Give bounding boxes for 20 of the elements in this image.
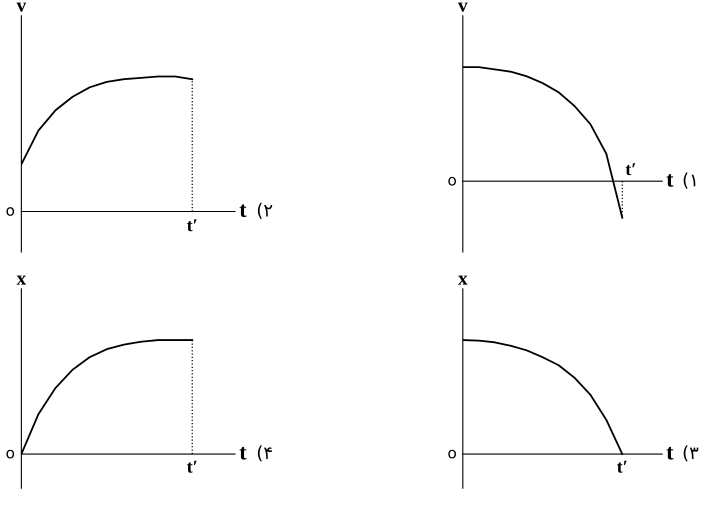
annotation: t′ xyxy=(626,163,636,176)
y-axis-title: x xyxy=(458,276,468,285)
text: (۴ xyxy=(258,445,272,462)
text: (۲ xyxy=(258,202,272,219)
text: t′ xyxy=(617,460,627,473)
annotation: o xyxy=(448,176,456,186)
text: t′ xyxy=(186,460,197,473)
text: t′ xyxy=(186,219,197,232)
x-axis-title: t xyxy=(240,204,247,218)
annotation: o xyxy=(6,450,14,458)
y-axis-title: v xyxy=(16,2,26,12)
text: (۳ xyxy=(684,445,698,462)
x-axis-title: t xyxy=(666,446,674,460)
annotation: o xyxy=(448,450,456,458)
y-axis-title: v xyxy=(458,2,468,12)
x-axis-title: t xyxy=(240,446,247,460)
annotation: o xyxy=(6,207,14,216)
text: (۱ xyxy=(684,172,696,189)
y-axis-title: x xyxy=(16,276,26,285)
x-axis-title: t xyxy=(666,174,674,187)
